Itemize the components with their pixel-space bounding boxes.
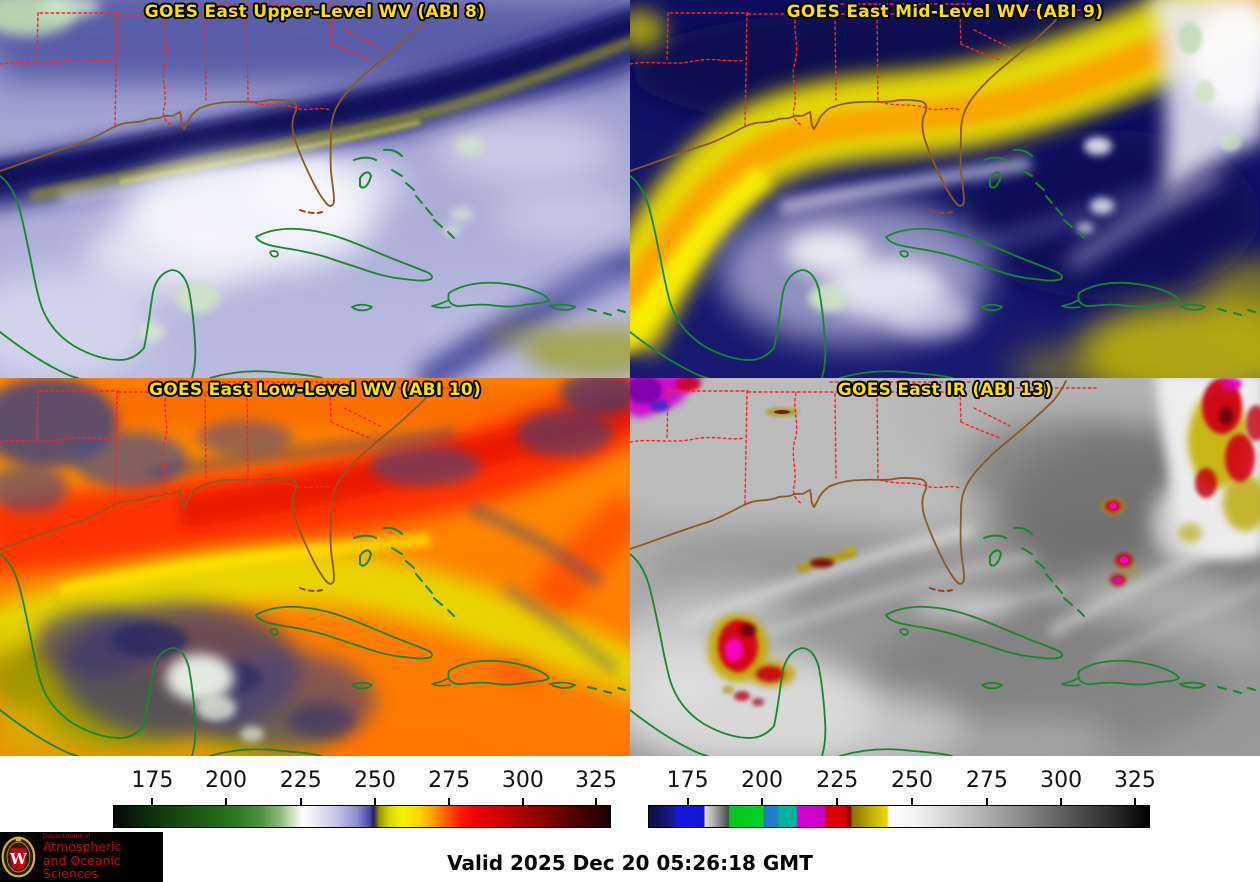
colorbar-tick-label: 225	[816, 768, 859, 793]
colorbar-tick-label: 275	[965, 768, 1008, 793]
colorbar-tick-label: 200	[740, 768, 783, 793]
legend-row: 175 200 225 250 275 300 325 175 200 225 250 275 300…	[0, 756, 1260, 832]
water-vapor-colorbar: 175 200 225 250 275 300 325	[113, 756, 617, 832]
colorbar-tick-label: 175	[131, 768, 174, 793]
satellite-image-abi9	[630, 0, 1260, 378]
colorbar-tick-label: 300	[501, 768, 544, 793]
footer: W Department of Atmospheric and Oceanic …	[0, 832, 1260, 882]
colorbar-tick-mark	[595, 798, 598, 805]
infrared-colorbar: 175 200 225 250 275 300 325	[648, 756, 1156, 832]
panel-abi8: GOES East Upper-Level WV (ABI 8)	[0, 0, 630, 378]
panel-title-abi9: GOES East Mid-Level WV (ABI 9)	[786, 2, 1104, 22]
panel-title-abi8: GOES East Upper-Level WV (ABI 8)	[144, 2, 486, 22]
colorbar-tick-mark	[521, 798, 524, 805]
colorbar-tick-mark	[760, 798, 763, 805]
colorbar-tick-mark	[448, 798, 451, 805]
water-vapor-colorbar-gradient	[113, 805, 611, 828]
colorbar-tick-mark	[1060, 798, 1063, 805]
panel-abi13: GOES East IR (ABI 13)	[630, 378, 1260, 756]
colorbar-tick-label: 250	[891, 768, 934, 793]
colorbar-tick-mark	[225, 798, 228, 805]
colorbar-tick-mark	[373, 798, 376, 805]
panel-abi10: GOES East Low-Level WV (ABI 10)	[0, 378, 630, 756]
colorbar-tick-mark	[151, 798, 154, 805]
uw-aos-logo: W Department of Atmospheric and Oceanic …	[0, 832, 163, 882]
colorbar-tick-label: 225	[279, 768, 322, 793]
logo-line-1: Department of	[42, 832, 91, 841]
panel-title-abi13: GOES East IR (ABI 13)	[837, 380, 1053, 400]
logo-line-2: Atmospheric	[42, 839, 122, 855]
colorbar-tick-mark	[836, 798, 839, 805]
colorbar-tick-mark	[911, 798, 914, 805]
logo-text: Department of Atmospheric and Oceanic Sc…	[43, 833, 163, 881]
logo-line-3: and Oceanic Sciences	[42, 852, 121, 882]
panel-grid: GOES East Upper-Level WV (ABI 8)	[0, 0, 1260, 756]
panel-abi9: GOES East Mid-Level WV (ABI 9)	[630, 0, 1260, 378]
colorbar-tick-label: 300	[1040, 768, 1083, 793]
colorbar-tick-label: 200	[205, 768, 248, 793]
valid-timestamp: Valid 2025 Dec 20 05:26:18 GMT	[447, 851, 813, 875]
panel-title-abi10: GOES East Low-Level WV (ABI 10)	[148, 380, 482, 400]
colorbar-tick-mark	[985, 798, 988, 805]
infrared-colorbar-gradient	[648, 805, 1150, 828]
colorbar-tick-mark	[686, 798, 689, 805]
colorbar-tick-label: 325	[1113, 768, 1156, 793]
colorbar-tick-label: 250	[353, 768, 396, 793]
colorbar-tick-label: 325	[575, 768, 618, 793]
uw-monogram: W	[9, 850, 27, 868]
colorbar-tick-mark	[299, 798, 302, 805]
satellite-image-abi10	[0, 378, 630, 756]
satellite-image-abi13	[630, 378, 1260, 756]
uw-crest-icon: W	[1, 836, 36, 878]
colorbar-tick-mark	[1133, 798, 1136, 805]
colorbar-tick-label: 175	[666, 768, 709, 793]
colorbar-tick-label: 275	[428, 768, 471, 793]
satellite-image-abi8	[0, 0, 630, 378]
